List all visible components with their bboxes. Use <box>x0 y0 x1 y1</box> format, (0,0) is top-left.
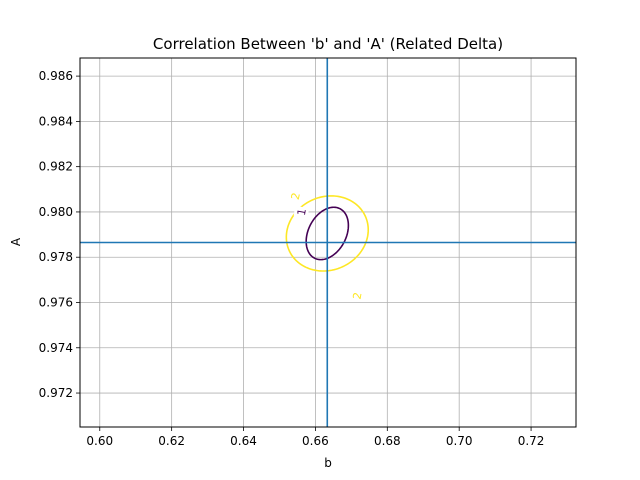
y-tick-label: 0.986 <box>39 69 73 83</box>
y-tick-label: 0.978 <box>39 250 73 264</box>
contour-labels: 1 2 2 <box>287 189 365 302</box>
contour-label-background <box>349 289 365 302</box>
x-axis-label: b <box>324 456 332 470</box>
x-tick-label: 0.72 <box>518 434 545 448</box>
y-tick-label: 0.980 <box>39 205 73 219</box>
chart-title: Correlation Between 'b' and 'A' (Related… <box>153 35 503 53</box>
x-tick-label: 0.66 <box>302 434 329 448</box>
contour-level-1 <box>305 206 350 261</box>
contour-plot <box>80 58 576 427</box>
axes-frame <box>79 57 577 428</box>
x-tick-label: 0.60 <box>86 434 113 448</box>
y-tick-label: 0.982 <box>39 160 73 174</box>
y-tick-label: 0.974 <box>39 341 73 355</box>
contour-label: 1 <box>295 207 309 216</box>
contour-label: 2 <box>289 191 303 201</box>
x-tick-label: 0.68 <box>374 434 401 448</box>
x-tick-label: 0.64 <box>230 434 257 448</box>
x-axis-ticks: 0.60 0.62 0.64 0.66 0.68 0.70 0.72 <box>86 427 544 448</box>
y-tick-label: 0.976 <box>39 295 73 309</box>
y-tick-label: 0.972 <box>39 386 73 400</box>
contour-label: 2 <box>351 291 365 300</box>
contour-label-background <box>293 205 310 219</box>
x-tick-label: 0.70 <box>446 434 473 448</box>
y-axis-label: A <box>9 237 23 246</box>
contour-label-background <box>287 189 304 203</box>
y-tick-label: 0.984 <box>39 114 73 128</box>
y-axis-ticks: 0.972 0.974 0.976 0.978 0.980 0.982 0.984 0.986 <box>39 69 80 400</box>
x-tick-label: 0.62 <box>158 434 185 448</box>
